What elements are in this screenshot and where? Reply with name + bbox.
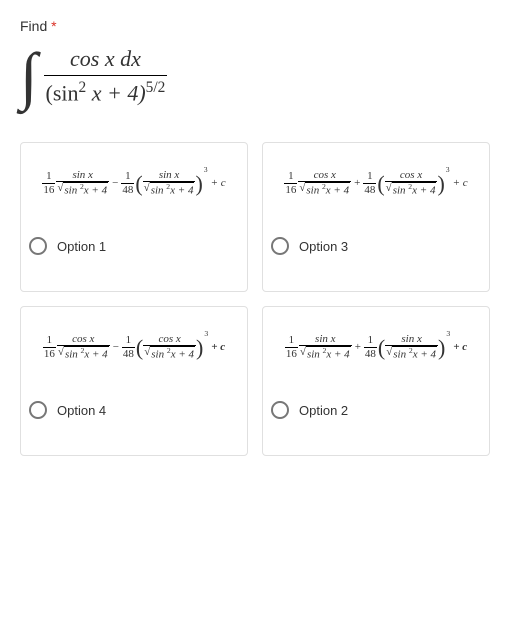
integral-numerator: cos x dx	[68, 46, 143, 74]
radio-icon[interactable]	[271, 237, 289, 255]
option-2-radio-row[interactable]: Option 2	[271, 401, 481, 419]
options-grid: 116 sin x √sin 2x + 4 − 148 ( sin x √sin…	[20, 142, 490, 456]
option-1-label: Option 1	[57, 239, 106, 254]
integral-sign: ∫	[20, 44, 38, 108]
option-2-card[interactable]: 116 sin x √sin 2x + 4 + 148 ( sin x √sin…	[262, 306, 490, 456]
radio-icon[interactable]	[271, 401, 289, 419]
option-4-radio-row[interactable]: Option 4	[29, 401, 239, 419]
option-3-card[interactable]: 116 cos x √sin 2x + 4 + 148 ( cos x √sin…	[262, 142, 490, 292]
required-asterisk: *	[51, 18, 56, 34]
option-1-radio-row[interactable]: Option 1	[29, 237, 239, 255]
option-4-label: Option 4	[57, 403, 106, 418]
radio-icon[interactable]	[29, 401, 47, 419]
option-2-formula: 116 sin x √sin 2x + 4 + 148 ( sin x √sin…	[271, 319, 481, 375]
question-prompt: Find *	[20, 18, 490, 34]
integral-denominator: (sin2 x + 4)5/2	[44, 77, 168, 106]
option-4-card[interactable]: 116 cos x √sin 2x + 4 − 148 ( cos x √sin…	[20, 306, 248, 456]
radio-icon[interactable]	[29, 237, 47, 255]
option-3-formula: 116 cos x √sin 2x + 4 + 148 ( cos x √sin…	[271, 155, 481, 211]
option-3-label: Option 3	[299, 239, 348, 254]
option-1-formula: 116 sin x √sin 2x + 4 − 148 ( sin x √sin…	[29, 155, 239, 211]
option-2-label: Option 2	[299, 403, 348, 418]
option-3-radio-row[interactable]: Option 3	[271, 237, 481, 255]
integral-expression: ∫ cos x dx (sin2 x + 4)5/2	[20, 44, 490, 108]
option-1-card[interactable]: 116 sin x √sin 2x + 4 − 148 ( sin x √sin…	[20, 142, 248, 292]
integral-fraction: cos x dx (sin2 x + 4)5/2	[44, 46, 168, 106]
find-text: Find	[20, 18, 47, 34]
option-4-formula: 116 cos x √sin 2x + 4 − 148 ( cos x √sin…	[29, 319, 239, 375]
